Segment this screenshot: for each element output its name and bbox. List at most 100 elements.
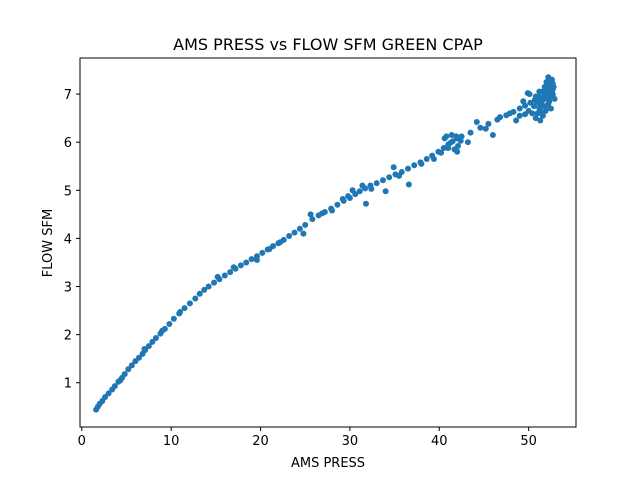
data-point bbox=[201, 286, 208, 293]
data-point bbox=[482, 125, 489, 132]
data-point bbox=[467, 129, 474, 136]
data-point bbox=[296, 225, 303, 232]
x-tick-label: 20 bbox=[252, 434, 269, 449]
data-point bbox=[489, 131, 496, 138]
data-point bbox=[532, 115, 539, 122]
data-point bbox=[248, 256, 255, 263]
data-point bbox=[455, 143, 462, 150]
data-point bbox=[111, 383, 118, 390]
data-point bbox=[520, 98, 527, 105]
x-tick-label: 30 bbox=[342, 434, 359, 449]
data-point bbox=[513, 117, 520, 124]
data-point bbox=[454, 148, 461, 155]
data-point bbox=[396, 172, 403, 179]
y-tick-label: 6 bbox=[64, 136, 72, 151]
data-point bbox=[227, 269, 234, 276]
data-point bbox=[214, 273, 221, 280]
data-point bbox=[145, 343, 152, 350]
data-point bbox=[309, 216, 316, 223]
data-point bbox=[181, 305, 188, 312]
data-point bbox=[418, 160, 425, 167]
data-point bbox=[526, 91, 533, 98]
x-tick-label: 40 bbox=[431, 434, 448, 449]
data-point bbox=[266, 245, 273, 252]
data-point bbox=[536, 88, 543, 95]
data-point bbox=[438, 149, 445, 156]
data-point bbox=[259, 249, 266, 256]
data-point bbox=[141, 346, 148, 353]
data-point bbox=[166, 321, 173, 328]
data-point bbox=[537, 104, 544, 111]
y-tick-label: 4 bbox=[64, 232, 72, 247]
data-point bbox=[538, 94, 545, 101]
data-point bbox=[192, 295, 199, 302]
data-point bbox=[446, 140, 453, 147]
data-point bbox=[135, 354, 142, 361]
data-point bbox=[319, 210, 326, 217]
data-point bbox=[205, 283, 212, 290]
data-point bbox=[253, 257, 260, 264]
data-point bbox=[547, 85, 554, 92]
data-point bbox=[379, 177, 386, 184]
data-point bbox=[345, 193, 352, 200]
data-point bbox=[243, 259, 250, 266]
data-point bbox=[457, 137, 464, 144]
x-tick-label: 10 bbox=[163, 434, 180, 449]
data-point bbox=[537, 117, 544, 124]
data-point bbox=[404, 165, 411, 172]
data-point bbox=[390, 164, 397, 171]
data-point bbox=[423, 156, 430, 163]
data-point bbox=[186, 300, 193, 307]
data-point bbox=[196, 290, 203, 297]
data-point bbox=[149, 338, 156, 345]
data-point bbox=[430, 156, 437, 163]
data-point bbox=[473, 118, 480, 125]
data-point bbox=[177, 309, 184, 316]
data-point bbox=[159, 327, 166, 334]
data-point bbox=[125, 366, 132, 373]
data-point bbox=[539, 109, 546, 116]
data-point bbox=[485, 120, 492, 127]
data-point bbox=[334, 201, 341, 208]
data-point bbox=[211, 279, 218, 286]
plot-frame bbox=[79, 57, 577, 428]
data-point bbox=[477, 124, 484, 131]
data-point bbox=[362, 200, 369, 207]
data-point bbox=[529, 110, 536, 117]
data-points bbox=[93, 74, 558, 413]
data-point bbox=[105, 390, 112, 397]
data-point bbox=[534, 99, 541, 106]
data-point bbox=[411, 162, 418, 169]
y-tick-label: 5 bbox=[64, 184, 72, 199]
data-point bbox=[300, 230, 307, 237]
data-point bbox=[128, 362, 135, 369]
data-point bbox=[382, 188, 389, 195]
y-tick-label: 1 bbox=[64, 377, 72, 392]
x-tick-label: 50 bbox=[520, 434, 537, 449]
data-point bbox=[102, 394, 109, 401]
data-point bbox=[497, 114, 504, 121]
y-tick-label: 7 bbox=[64, 88, 72, 103]
data-point bbox=[286, 233, 293, 240]
data-point bbox=[534, 110, 541, 117]
data-point bbox=[329, 207, 336, 214]
data-point bbox=[121, 371, 128, 378]
x-axis-label: AMS PRESS bbox=[291, 456, 365, 471]
y-axis-label: FLOW SFM bbox=[41, 209, 56, 277]
data-point bbox=[339, 195, 346, 202]
data-point bbox=[277, 239, 284, 246]
data-point bbox=[373, 180, 380, 187]
data-point bbox=[549, 80, 556, 87]
y-tick-label: 2 bbox=[64, 329, 72, 344]
data-point bbox=[440, 144, 447, 151]
data-point bbox=[170, 315, 177, 322]
data-point bbox=[291, 229, 298, 236]
data-point bbox=[445, 144, 452, 151]
data-point bbox=[547, 93, 554, 100]
data-point bbox=[307, 211, 314, 218]
data-point bbox=[349, 187, 356, 194]
data-point bbox=[448, 131, 455, 138]
data-point bbox=[237, 262, 244, 269]
data-point bbox=[152, 335, 159, 341]
